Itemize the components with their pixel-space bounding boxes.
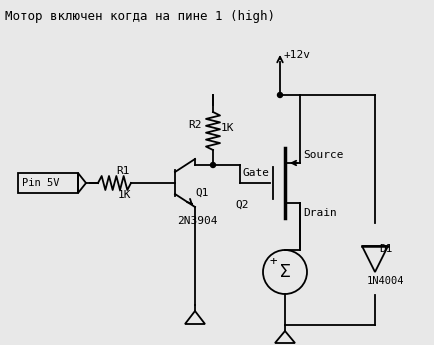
Text: Drain: Drain <box>303 208 337 218</box>
Circle shape <box>277 92 283 98</box>
Text: Gate: Gate <box>242 168 269 178</box>
Text: 2N3904: 2N3904 <box>177 216 217 226</box>
Text: R1: R1 <box>116 166 129 176</box>
Text: 1N4004: 1N4004 <box>367 276 404 286</box>
Text: Мотор включен когда на пине 1 (high): Мотор включен когда на пине 1 (high) <box>5 10 275 23</box>
Text: R2: R2 <box>188 120 201 130</box>
Text: Q1: Q1 <box>195 188 208 198</box>
Text: Σ: Σ <box>279 263 290 281</box>
Text: D1: D1 <box>379 244 392 254</box>
Text: Pin 5V: Pin 5V <box>22 178 59 188</box>
Circle shape <box>210 162 216 168</box>
Text: Q2: Q2 <box>235 200 249 210</box>
Text: 1K: 1K <box>221 123 234 133</box>
Text: +: + <box>269 256 277 268</box>
FancyBboxPatch shape <box>18 173 78 193</box>
Text: +12v: +12v <box>284 50 311 60</box>
Text: Source: Source <box>303 150 343 160</box>
Text: 1K: 1K <box>118 190 132 200</box>
